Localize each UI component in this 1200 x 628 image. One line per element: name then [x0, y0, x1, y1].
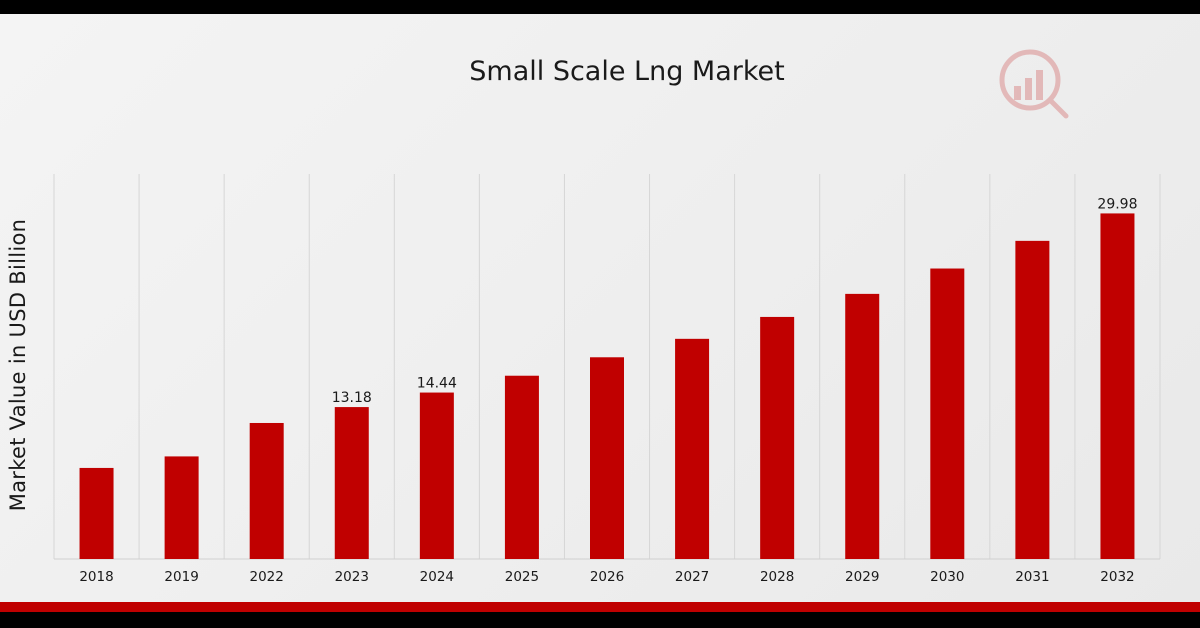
- x-tick-label: 2028: [760, 569, 794, 585]
- bar-2022: [249, 422, 284, 559]
- top-border: [0, 0, 1200, 14]
- x-tick-label: 2023: [335, 569, 369, 585]
- x-tick-label: 2025: [505, 569, 539, 585]
- bar-2027: [675, 338, 710, 559]
- x-tick-label: 2030: [930, 569, 964, 585]
- chart-title: Small Scale Lng Market: [469, 56, 785, 87]
- x-tick-label: 2031: [1015, 569, 1049, 585]
- x-tick-label: 2032: [1100, 569, 1134, 585]
- data-label: 14.44: [417, 376, 457, 392]
- bar-2028: [760, 316, 795, 559]
- footer-red-band: [0, 602, 1200, 612]
- x-tick-label: 2019: [164, 569, 198, 585]
- x-tick-label: 2024: [420, 569, 454, 585]
- bar-2031: [1015, 240, 1050, 559]
- x-tick-label: 2022: [250, 569, 284, 585]
- bottom-border: [0, 612, 1200, 628]
- data-label: 13.18: [332, 390, 372, 406]
- x-tick-label: 2027: [675, 569, 709, 585]
- bar-2026: [590, 357, 624, 559]
- bar-2019: [164, 456, 199, 559]
- magnifier-bar-chart-icon: [999, 49, 1069, 119]
- bar-2032: [1100, 213, 1135, 559]
- data-label: 29.98: [1097, 196, 1137, 212]
- x-tick-label: 2018: [79, 569, 113, 585]
- bar-2029: [845, 293, 880, 559]
- x-tick-label: 2029: [845, 569, 879, 585]
- bar-2023: [334, 407, 369, 559]
- x-tick-label: 2026: [590, 569, 624, 585]
- bar-2030: [930, 268, 965, 559]
- bar-2018: [79, 467, 114, 559]
- bar-2025: [504, 375, 539, 559]
- bar-2024: [419, 392, 454, 559]
